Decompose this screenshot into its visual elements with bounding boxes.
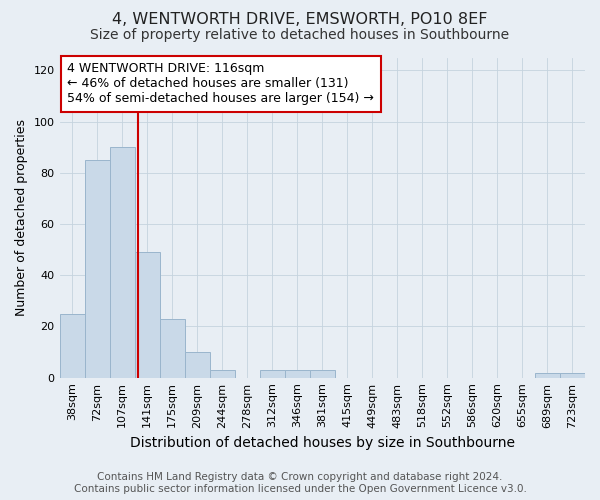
Text: Size of property relative to detached houses in Southbourne: Size of property relative to detached ho… <box>91 28 509 42</box>
Y-axis label: Number of detached properties: Number of detached properties <box>15 119 28 316</box>
Bar <box>110 147 134 378</box>
Text: 4 WENTWORTH DRIVE: 116sqm
← 46% of detached houses are smaller (131)
54% of semi: 4 WENTWORTH DRIVE: 116sqm ← 46% of detac… <box>67 62 374 106</box>
Bar <box>535 372 560 378</box>
Bar <box>134 252 160 378</box>
X-axis label: Distribution of detached houses by size in Southbourne: Distribution of detached houses by size … <box>130 436 515 450</box>
Bar <box>85 160 110 378</box>
Bar <box>285 370 310 378</box>
Bar <box>560 372 585 378</box>
Bar <box>160 319 185 378</box>
Bar <box>260 370 285 378</box>
Text: Contains HM Land Registry data © Crown copyright and database right 2024.
Contai: Contains HM Land Registry data © Crown c… <box>74 472 526 494</box>
Bar <box>185 352 209 378</box>
Bar <box>209 370 235 378</box>
Bar <box>310 370 335 378</box>
Text: 4, WENTWORTH DRIVE, EMSWORTH, PO10 8EF: 4, WENTWORTH DRIVE, EMSWORTH, PO10 8EF <box>112 12 488 28</box>
Bar <box>59 314 85 378</box>
